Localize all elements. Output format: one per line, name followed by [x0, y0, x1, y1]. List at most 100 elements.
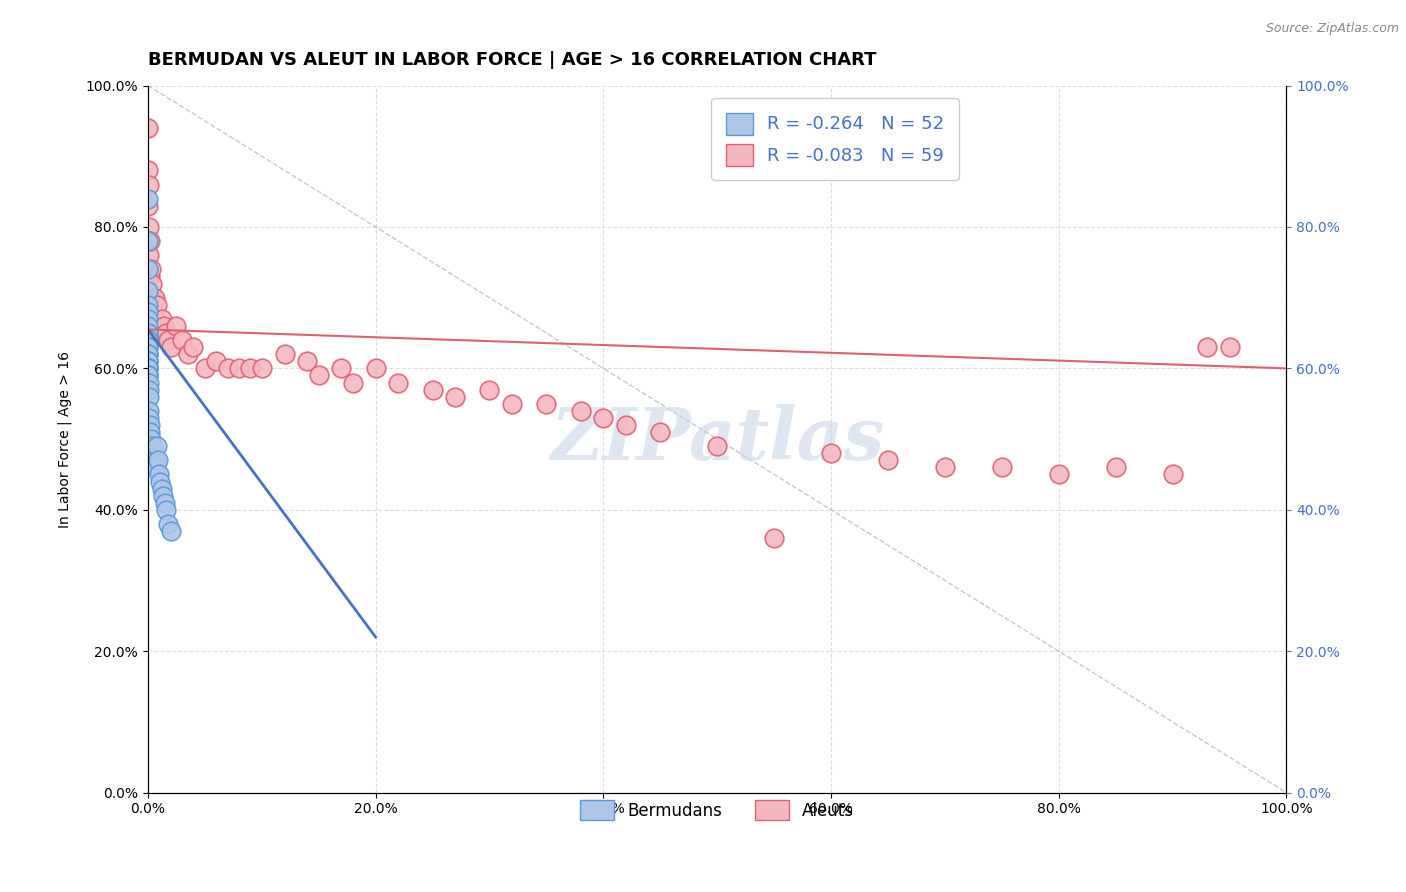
- Point: [138, 390, 160, 404]
- Point: [136, 354, 159, 368]
- Point: [934, 460, 956, 475]
- Point: [136, 199, 159, 213]
- Point: [146, 439, 169, 453]
- Point: [136, 192, 159, 206]
- Point: [138, 404, 160, 418]
- Point: [387, 376, 409, 390]
- Point: [138, 410, 160, 425]
- Point: [1105, 460, 1128, 475]
- Point: [1161, 467, 1184, 482]
- Point: [143, 453, 166, 467]
- Point: [153, 318, 176, 333]
- Point: [569, 404, 592, 418]
- Point: [139, 417, 162, 432]
- Point: [136, 361, 159, 376]
- Point: [501, 397, 523, 411]
- Point: [170, 333, 193, 347]
- Point: [297, 354, 319, 368]
- Point: [136, 368, 159, 383]
- Point: [136, 305, 159, 319]
- Point: [308, 368, 330, 383]
- Point: [136, 354, 159, 368]
- Point: [165, 318, 187, 333]
- Point: [141, 439, 163, 453]
- Point: [136, 326, 159, 340]
- Y-axis label: In Labor Force | Age > 16: In Labor Force | Age > 16: [58, 351, 72, 527]
- Point: [1047, 467, 1070, 482]
- Point: [136, 347, 159, 361]
- Point: [183, 340, 205, 354]
- Point: [136, 347, 159, 361]
- Point: [364, 361, 387, 376]
- Point: [177, 347, 200, 361]
- Point: [148, 318, 170, 333]
- Point: [141, 291, 163, 305]
- Legend: Bermudans, Aleuts: Bermudans, Aleuts: [567, 787, 868, 834]
- Point: [146, 326, 169, 340]
- Point: [444, 390, 467, 404]
- Text: Source: ZipAtlas.com: Source: ZipAtlas.com: [1265, 22, 1399, 36]
- Point: [136, 340, 159, 354]
- Point: [1218, 340, 1240, 354]
- Point: [877, 453, 900, 467]
- Point: [146, 453, 169, 467]
- Point: [422, 383, 444, 397]
- Point: [991, 460, 1014, 475]
- Point: [136, 368, 159, 383]
- Point: [136, 361, 159, 376]
- Point: [228, 361, 250, 376]
- Point: [136, 311, 159, 326]
- Point: [136, 361, 159, 376]
- Point: [142, 305, 165, 319]
- Point: [148, 467, 170, 482]
- Point: [157, 333, 180, 347]
- Point: [138, 178, 160, 192]
- Point: [1195, 340, 1218, 354]
- Point: [159, 340, 181, 354]
- Point: [273, 347, 295, 361]
- Point: [820, 446, 842, 460]
- Point: [136, 354, 159, 368]
- Point: [650, 425, 672, 439]
- Point: [478, 383, 501, 397]
- Point: [155, 326, 177, 340]
- Point: [159, 524, 181, 538]
- Point: [136, 326, 159, 340]
- Point: [152, 489, 174, 503]
- Point: [136, 234, 159, 248]
- Point: [614, 417, 637, 432]
- Point: [139, 269, 162, 284]
- Point: [136, 347, 159, 361]
- Point: [136, 333, 159, 347]
- Point: [138, 376, 160, 390]
- Point: [706, 439, 728, 453]
- Point: [194, 361, 217, 376]
- Point: [763, 531, 786, 545]
- Point: [141, 277, 163, 291]
- Point: [139, 234, 162, 248]
- Point: [330, 361, 353, 376]
- Point: [136, 120, 159, 135]
- Point: [157, 516, 180, 531]
- Point: [136, 340, 159, 354]
- Point: [136, 262, 159, 277]
- Point: [145, 311, 167, 326]
- Text: BERMUDAN VS ALEUT IN LABOR FORCE | AGE > 16 CORRELATION CHART: BERMUDAN VS ALEUT IN LABOR FORCE | AGE >…: [148, 51, 876, 69]
- Point: [146, 298, 169, 312]
- Point: [536, 397, 558, 411]
- Point: [139, 425, 162, 439]
- Point: [205, 354, 228, 368]
- Point: [138, 219, 160, 234]
- Point: [138, 383, 160, 397]
- Point: [145, 460, 167, 475]
- Text: ZIPatlas: ZIPatlas: [550, 403, 884, 475]
- Point: [141, 432, 163, 446]
- Point: [239, 361, 262, 376]
- Point: [250, 361, 273, 376]
- Point: [136, 333, 159, 347]
- Point: [136, 298, 159, 312]
- Point: [138, 248, 160, 262]
- Point: [136, 361, 159, 376]
- Point: [342, 376, 364, 390]
- Point: [592, 410, 614, 425]
